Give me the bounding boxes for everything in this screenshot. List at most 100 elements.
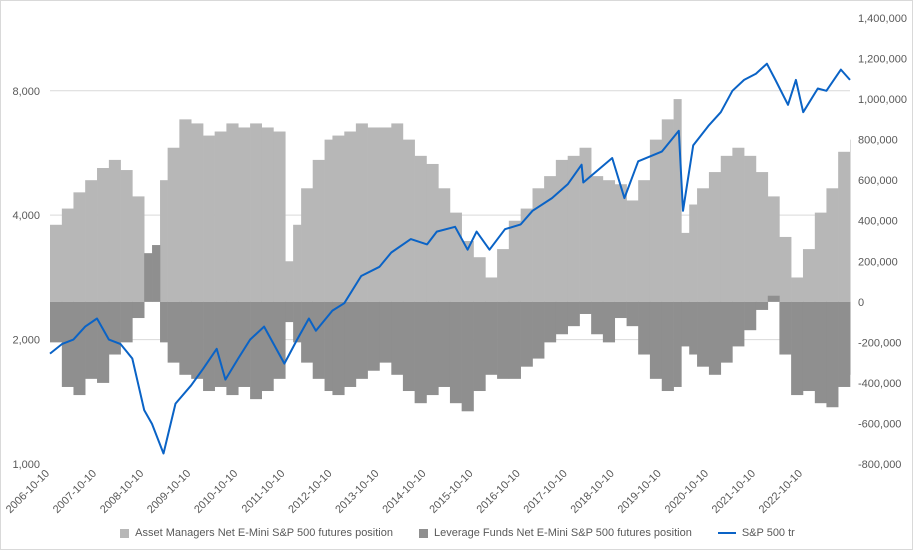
leverage-funds-bar bbox=[85, 301, 98, 379]
asset-managers-bar bbox=[226, 123, 239, 302]
asset-managers-bar bbox=[97, 168, 110, 302]
asset-managers-bar bbox=[732, 147, 745, 302]
x-tick-label: 2011-10-10 bbox=[240, 468, 288, 516]
asset-managers-bar bbox=[850, 139, 851, 302]
asset-managers-bar bbox=[73, 192, 86, 302]
legend-swatch-asset-managers bbox=[120, 528, 130, 538]
leverage-funds-bar bbox=[591, 301, 604, 335]
leverage-funds-bar bbox=[261, 301, 274, 392]
x-tick-label: 2018-10-10 bbox=[569, 468, 617, 516]
asset-managers-bar bbox=[826, 188, 839, 302]
asset-managers-bar bbox=[755, 172, 769, 302]
leverage-funds-bar bbox=[697, 301, 710, 367]
x-tick-label: 2016-10-10 bbox=[475, 468, 523, 516]
leverage-funds-bar bbox=[520, 301, 533, 367]
leverage-funds-bar bbox=[179, 301, 192, 375]
x-tick-label: 2010-10-10 bbox=[192, 468, 240, 516]
asset-managers-bar bbox=[579, 147, 592, 302]
leverage-funds-bar bbox=[167, 301, 180, 363]
legend-item-asset-managers: Asset Managers Net E-Mini S&P 500 future… bbox=[120, 527, 393, 539]
y-right-tick-label: 1,200,000 bbox=[858, 54, 907, 66]
asset-managers-bar bbox=[779, 236, 792, 302]
asset-managers-bar bbox=[838, 151, 851, 302]
y-right-tick-label: 0 bbox=[858, 297, 864, 309]
leverage-funds-bar bbox=[544, 301, 557, 343]
legend-swatch-leverage-funds bbox=[418, 528, 428, 538]
leverage-funds-bar bbox=[426, 301, 439, 396]
leverage-funds-bar bbox=[461, 301, 474, 412]
asset-managers-bar bbox=[108, 159, 121, 302]
leverage-funds-bar bbox=[285, 301, 294, 323]
y-right-tick-label: 1,000,000 bbox=[858, 94, 907, 106]
asset-managers-bar bbox=[50, 224, 63, 302]
y-right-tick-label: 800,000 bbox=[858, 135, 898, 147]
y-right-tick-label: 200,000 bbox=[858, 256, 898, 268]
asset-managers-bar bbox=[191, 123, 204, 302]
leverage-funds-bar bbox=[160, 301, 168, 343]
x-tick-label: 2015-10-10 bbox=[427, 468, 475, 516]
leverage-funds-bar bbox=[73, 301, 86, 396]
leverage-funds-bar bbox=[355, 301, 368, 379]
leverage-funds-bar bbox=[203, 301, 215, 392]
leverage-funds-bar bbox=[673, 301, 682, 387]
leverage-funds-bar bbox=[661, 301, 674, 392]
asset-managers-bar bbox=[767, 196, 780, 302]
leverage-funds-bar bbox=[226, 301, 239, 396]
x-tick-label: 2020-10-10 bbox=[663, 468, 711, 516]
leverage-funds-bar bbox=[579, 301, 592, 314]
leverage-funds-bar bbox=[250, 301, 262, 400]
asset-managers-bar bbox=[485, 277, 498, 302]
leverage-funds-bar bbox=[108, 301, 121, 355]
leverage-funds-bar bbox=[144, 253, 153, 302]
leverage-funds-bar bbox=[602, 301, 616, 343]
leverage-funds-bar bbox=[802, 301, 816, 392]
asset-managers-bar bbox=[203, 135, 215, 302]
asset-managers-bar bbox=[508, 220, 521, 302]
leverage-funds-bar bbox=[744, 301, 757, 331]
y-right-tick-label: 600,000 bbox=[858, 175, 898, 187]
leverage-funds-bar bbox=[567, 301, 580, 327]
asset-managers-bar bbox=[638, 180, 651, 302]
leverage-funds-bar bbox=[191, 301, 204, 379]
leverage-funds-bar bbox=[779, 301, 792, 355]
asset-managers-bar bbox=[261, 127, 274, 302]
asset-managers-bar bbox=[250, 123, 262, 302]
asset-managers-bar bbox=[814, 212, 827, 302]
asset-managers-bar bbox=[649, 139, 663, 302]
leverage-funds-bar bbox=[344, 301, 357, 387]
leverage-funds-bar bbox=[132, 301, 145, 319]
leverage-funds-bar bbox=[814, 301, 827, 404]
leverage-funds-bar bbox=[402, 301, 415, 392]
y-left-tick-label: 4,000 bbox=[12, 210, 40, 222]
asset-managers-bar bbox=[344, 131, 357, 302]
asset-managers-bar bbox=[273, 131, 286, 302]
leverage-funds-bar bbox=[473, 301, 486, 392]
asset-managers-bar bbox=[85, 180, 98, 302]
leverage-funds-bar bbox=[838, 301, 851, 387]
asset-managers-bar bbox=[160, 180, 168, 302]
asset-managers-bar bbox=[520, 208, 533, 302]
leverage-funds-bar bbox=[367, 301, 380, 371]
asset-managers-bar bbox=[379, 127, 392, 302]
leverage-funds-bar bbox=[681, 301, 690, 347]
asset-managers-bar bbox=[689, 204, 698, 302]
asset-managers-bar bbox=[355, 123, 368, 302]
leverage-funds-bar bbox=[61, 301, 74, 387]
asset-managers-bar bbox=[473, 257, 486, 302]
leverage-funds-bar bbox=[791, 301, 804, 396]
asset-managers-bar bbox=[391, 123, 404, 302]
y-left-tick-label: 1,000 bbox=[12, 459, 40, 471]
asset-managers-bar bbox=[614, 184, 627, 302]
asset-managers-bar bbox=[367, 127, 380, 302]
asset-managers-bar bbox=[301, 188, 314, 302]
leverage-funds-bar bbox=[497, 301, 510, 379]
leverage-funds-bar bbox=[508, 301, 521, 379]
leverage-funds-bar bbox=[720, 301, 733, 363]
x-tick-label: 2013-10-10 bbox=[333, 468, 381, 516]
asset-managers-bar bbox=[497, 249, 510, 302]
legend-swatch-sp500 bbox=[717, 532, 736, 534]
x-tick-label: 2006-10-10 bbox=[4, 468, 52, 516]
asset-managers-bar bbox=[461, 241, 474, 302]
asset-managers-bar bbox=[802, 249, 816, 302]
leverage-funds-bar bbox=[649, 301, 663, 379]
